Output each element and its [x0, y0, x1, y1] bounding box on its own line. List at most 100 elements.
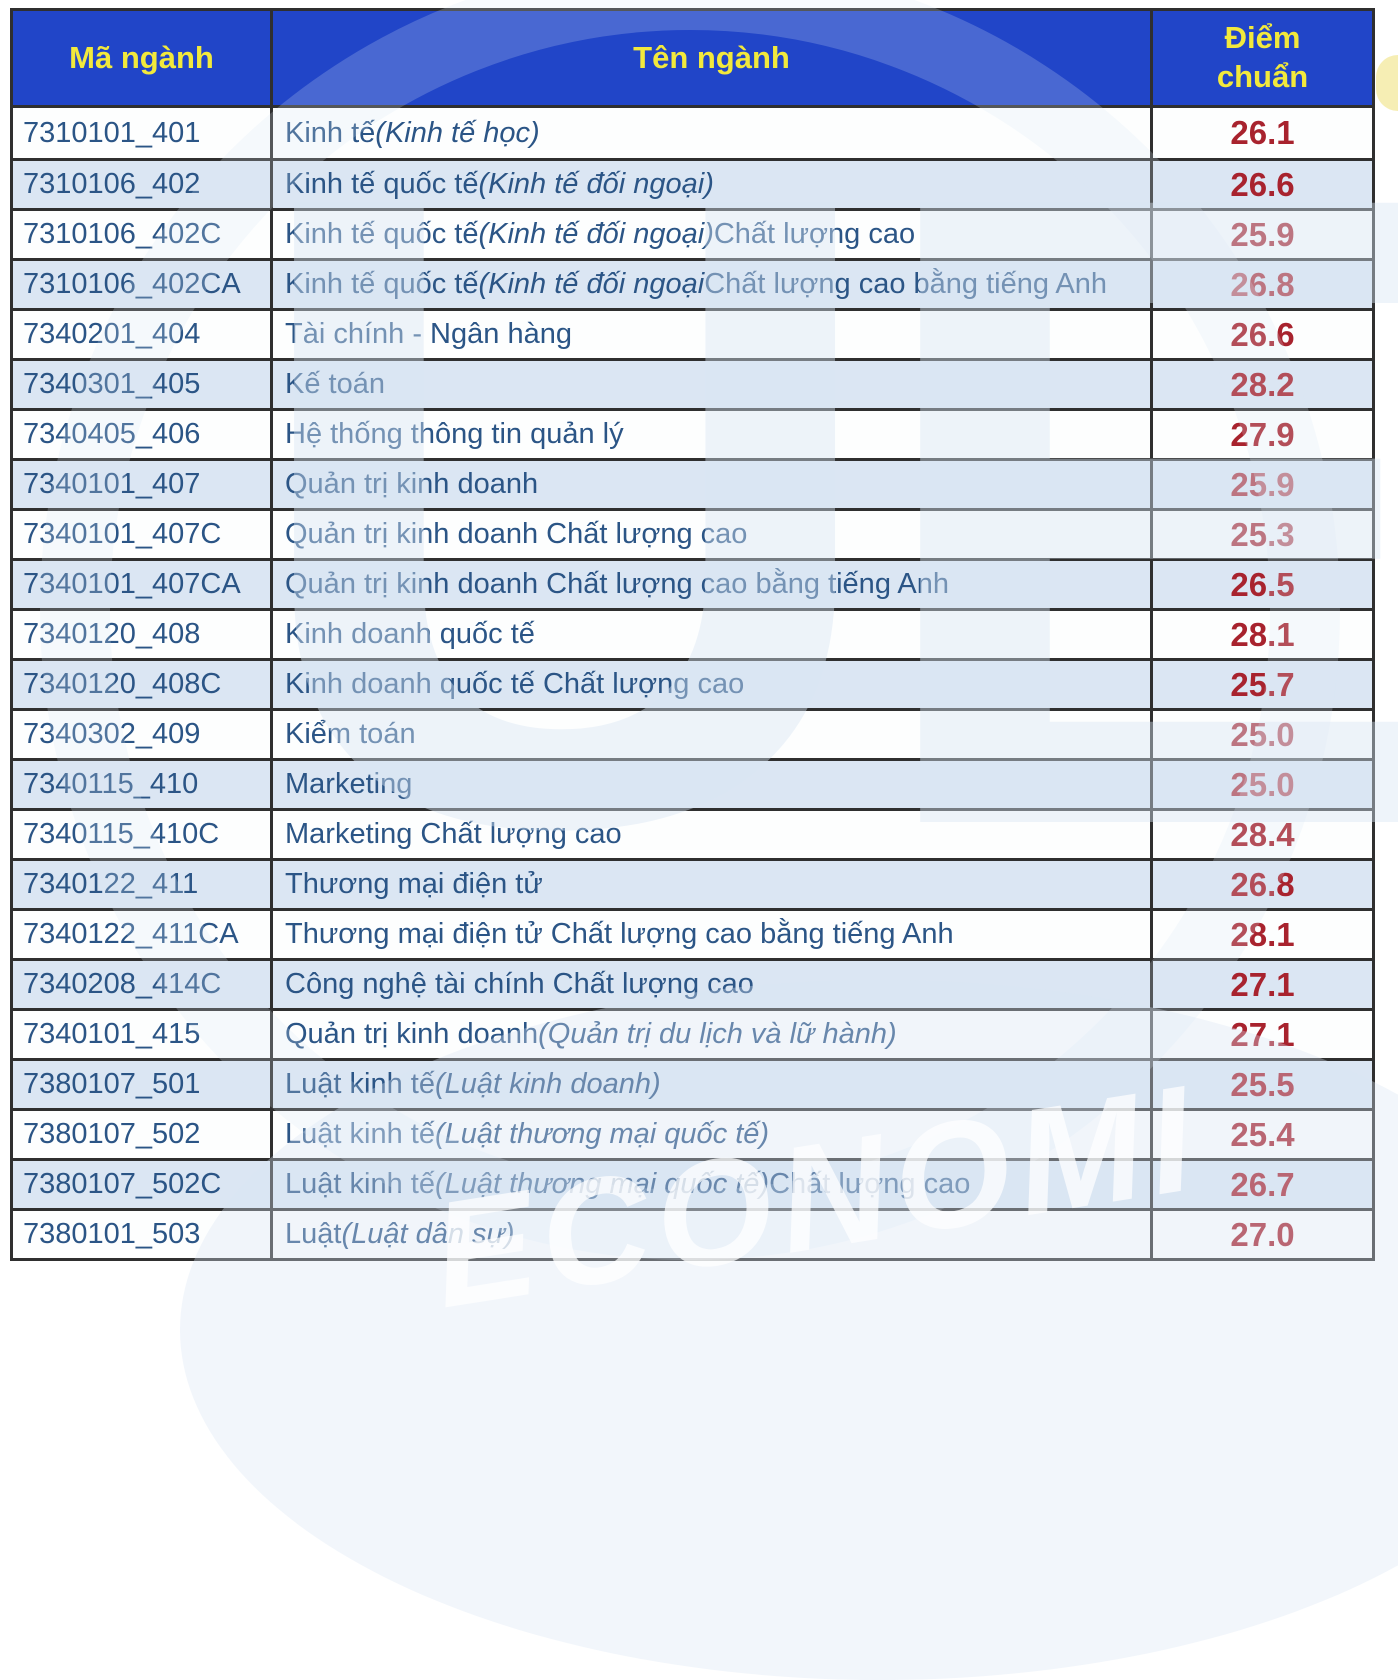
- name-segment: Marketing: [285, 768, 413, 800]
- table-row: 7340115_410C Marketing Chất lượng cao 28…: [13, 808, 1372, 858]
- table-row: 7380107_501 Luật kinh tế (Luật kinh doan…: [13, 1058, 1372, 1108]
- column-header-major-code: Mã ngành: [69, 39, 214, 75]
- table-row: 7340115_410 Marketing 25.0: [13, 758, 1372, 808]
- name-segment: (Luật dân sự): [341, 1218, 515, 1250]
- table-row: 7310101_401 Kinh tế (Kinh tế học) 26.1: [13, 108, 1372, 158]
- major-name-cell: Thương mại điện tử Chất lượng cao bằng t…: [270, 911, 1150, 958]
- major-name-cell: Hệ thống thông tin quản lý: [270, 411, 1150, 458]
- table-row: 7340405_406 Hệ thống thông tin quản lý 2…: [13, 408, 1372, 458]
- name-segment: Kinh doanh quốc tế Chất lượng cao: [285, 668, 745, 700]
- major-code-cell: 7310101_401: [23, 116, 201, 149]
- major-name-cell: Kinh tế quốc tế (Kinh tế đối ngoại) Chất…: [270, 211, 1150, 258]
- name-segment: Kinh tế: [285, 116, 376, 149]
- score-cell: 26.8: [1150, 861, 1372, 908]
- score-cell: 27.1: [1150, 1011, 1372, 1058]
- table-row: 7340122_411 Thương mại điện tử 26.8: [13, 858, 1372, 908]
- major-code-cell: 7340201_404: [23, 318, 201, 350]
- major-code-cell: 7340101_407C: [23, 518, 222, 550]
- name-segment: Kinh tế quốc tế: [285, 168, 479, 200]
- major-name-cell: Kiểm toán: [270, 711, 1150, 758]
- major-name-cell: Luật kinh tế (Luật kinh doanh): [270, 1061, 1150, 1108]
- table-row: 7310106_402CA Kinh tế quốc tế (Kinh tế đ…: [13, 258, 1372, 308]
- table-row: 7310106_402C Kinh tế quốc tế (Kinh tế đố…: [13, 208, 1372, 258]
- table-row: 7340201_404 Tài chính - Ngân hàng 26.6: [13, 308, 1372, 358]
- major-code-cell: 7380107_501: [23, 1068, 201, 1100]
- name-segment: (Luật kinh doanh): [434, 1068, 661, 1100]
- name-segment: (Kinh tế đối ngoại): [478, 168, 714, 200]
- table-row: 7380107_502 Luật kinh tế (Luật thương mạ…: [13, 1108, 1372, 1158]
- score-cell: 26.1: [1150, 108, 1372, 158]
- name-segment: Luật kinh tế: [285, 1118, 435, 1150]
- watermark-yellow-arc: [1376, 55, 1398, 111]
- score-cell: 25.0: [1150, 761, 1372, 808]
- major-name-cell: Quản trị kinh doanh Chất lượng cao bằng …: [270, 561, 1150, 608]
- name-segment: Công nghệ tài chính Chất lượng cao: [285, 968, 754, 1000]
- major-code-cell: 7340120_408C: [23, 668, 222, 700]
- score-cell: 28.4: [1150, 811, 1372, 858]
- name-segment: Kiểm toán: [285, 718, 416, 750]
- score-cell: 25.9: [1150, 461, 1372, 508]
- major-name-cell: Luật (Luật dân sự): [270, 1211, 1150, 1258]
- admission-scores-table: Mã ngành Tên ngành Điểm chuẩn 7310101_40…: [10, 8, 1375, 1261]
- name-segment: Kinh tế quốc tế: [285, 218, 479, 250]
- major-name-cell: Luật kinh tế (Luật thương mại quốc tế) C…: [270, 1161, 1150, 1208]
- table-header-row: Mã ngành Tên ngành Điểm chuẩn: [13, 11, 1372, 108]
- major-name-cell: Marketing: [270, 761, 1150, 808]
- name-segment: Quản trị kinh doanh Chất lượng cao: [285, 518, 748, 550]
- name-segment: Hệ thống thông tin quản lý: [285, 418, 624, 450]
- table-row: 7340101_407 Quản trị kinh doanh 25.9: [13, 458, 1372, 508]
- major-code-cell: 7340302_409: [23, 718, 201, 750]
- score-cell: 25.7: [1150, 661, 1372, 708]
- name-segment: Quản trị kinh doanh Chất lượng cao bằng …: [285, 568, 949, 600]
- name-segment: Kinh doanh quốc tế: [285, 618, 535, 650]
- major-code-cell: 7340122_411: [23, 868, 199, 900]
- table-row: 7340122_411CA Thương mại điện tử Chất lư…: [13, 908, 1372, 958]
- score-cell: 27.1: [1150, 961, 1372, 1008]
- major-name-cell: Kế toán: [270, 361, 1150, 408]
- table-row: 7340208_414C Công nghệ tài chính Chất lư…: [13, 958, 1372, 1008]
- major-code-cell: 7340301_405: [23, 368, 201, 400]
- score-cell: 27.9: [1150, 411, 1372, 458]
- major-name-cell: Marketing Chất lượng cao: [270, 811, 1150, 858]
- major-code-cell: 7340101_415: [23, 1018, 201, 1050]
- name-segment: Chất lượng cao: [713, 218, 916, 250]
- name-segment: Quản trị kinh doanh: [285, 1018, 539, 1050]
- name-segment: Luật kinh tế: [285, 1068, 435, 1100]
- score-cell: 26.7: [1150, 1161, 1372, 1208]
- name-segment: (Kinh tế học): [375, 116, 540, 149]
- name-segment: Chất lượng cao: [769, 1168, 971, 1200]
- name-segment: Kinh tế quốc tế: [285, 268, 479, 300]
- name-segment: Thương mại điện tử Chất lượng cao bằng t…: [285, 918, 954, 950]
- name-segment: Thương mại điện tử: [285, 868, 543, 900]
- major-code-cell: 7310106_402: [23, 168, 201, 200]
- table-row: 7340302_409 Kiểm toán 25.0: [13, 708, 1372, 758]
- score-cell: 25.5: [1150, 1061, 1372, 1108]
- major-name-cell: Quản trị kinh doanh Chất lượng cao: [270, 511, 1150, 558]
- table-row: 7340301_405 Kế toán 28.2: [13, 358, 1372, 408]
- score-cell: 25.4: [1150, 1111, 1372, 1158]
- score-cell: 26.5: [1150, 561, 1372, 608]
- name-segment: (Luật thương mại quốc tế): [434, 1118, 770, 1150]
- major-name-cell: Công nghệ tài chính Chất lượng cao: [270, 961, 1150, 1008]
- major-code-cell: 7310106_402CA: [23, 268, 241, 300]
- major-code-cell: 7380107_502C: [23, 1168, 222, 1200]
- table-row: 7340120_408C Kinh doanh quốc tế Chất lượ…: [13, 658, 1372, 708]
- major-name-cell: Quản trị kinh doanh (Quản trị du lịch và…: [270, 1011, 1150, 1058]
- major-code-cell: 7340101_407CA: [23, 568, 241, 600]
- name-segment: Luật: [285, 1218, 342, 1250]
- table-row: 7340101_407C Quản trị kinh doanh Chất lư…: [13, 508, 1372, 558]
- major-code-cell: 7340115_410C: [23, 818, 220, 850]
- score-cell: 25.3: [1150, 511, 1372, 558]
- score-cell: 26.6: [1150, 311, 1372, 358]
- table-row: 7380101_503 Luật (Luật dân sự) 27.0: [13, 1208, 1372, 1258]
- major-code-cell: 7340208_414C: [23, 968, 222, 1000]
- major-name-cell: Kinh doanh quốc tế: [270, 611, 1150, 658]
- name-segment: (Luật thương mại quốc tế): [434, 1168, 770, 1200]
- major-code-cell: 7340120_408: [23, 618, 201, 650]
- table-row: 7340101_407CA Quản trị kinh doanh Chất l…: [13, 558, 1372, 608]
- score-cell: 25.0: [1150, 711, 1372, 758]
- name-segment: Kế toán: [285, 368, 385, 400]
- major-code-cell: 7340115_410: [23, 768, 199, 800]
- table-row: 7310106_402 Kinh tế quốc tế (Kinh tế đối…: [13, 158, 1372, 208]
- score-cell: 26.8: [1150, 261, 1372, 308]
